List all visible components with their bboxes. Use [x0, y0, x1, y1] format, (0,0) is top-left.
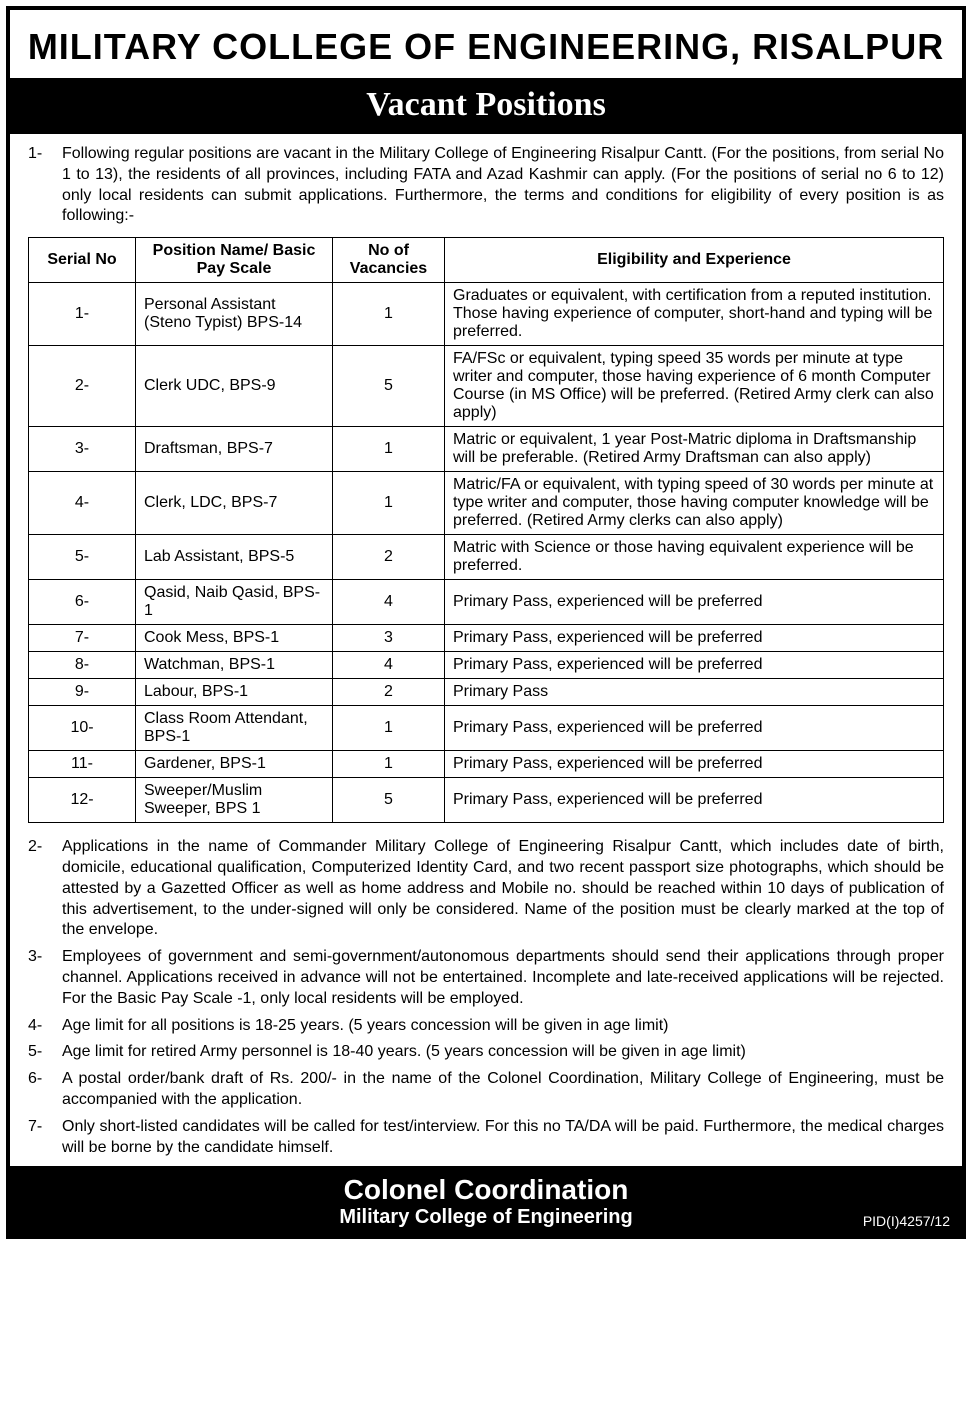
cell-serial: 4-: [29, 472, 136, 535]
ad-subtitle: Vacant Positions: [10, 78, 962, 134]
note-text: Applications in the name of Commander Mi…: [62, 837, 944, 941]
table-row: 7-Cook Mess, BPS-13Primary Pass, experie…: [29, 625, 944, 652]
table-row: 2-Clerk UDC, BPS-95FA/FSc or equivalent,…: [29, 346, 944, 427]
note-paragraph: 3-Employees of government and semi-gover…: [28, 947, 944, 1009]
footer-line2: Military College of Engineering: [10, 1206, 962, 1229]
th-position: Position Name/ Basic Pay Scale: [136, 238, 333, 283]
table-row: 6-Qasid, Naib Qasid, BPS-14Primary Pass,…: [29, 580, 944, 625]
note-num: 5-: [28, 1042, 62, 1063]
cell-serial: 8-: [29, 652, 136, 679]
advertisement-frame: MILITARY COLLEGE OF ENGINEERING, RISALPU…: [6, 6, 966, 1239]
cell-position: Watchman, BPS-1: [136, 652, 333, 679]
cell-vacancies: 4: [333, 652, 445, 679]
cell-eligibility: Primary Pass, experienced will be prefer…: [445, 751, 944, 778]
cell-serial: 3-: [29, 427, 136, 472]
cell-position: Lab Assistant, BPS-5: [136, 535, 333, 580]
cell-serial: 1-: [29, 283, 136, 346]
table-row: 4-Clerk, LDC, BPS-71Matric/FA or equival…: [29, 472, 944, 535]
table-row: 12-Sweeper/Muslim Sweeper, BPS 15Primary…: [29, 778, 944, 823]
cell-serial: 11-: [29, 751, 136, 778]
footer-line1: Colonel Coordination: [10, 1174, 962, 1206]
cell-serial: 9-: [29, 679, 136, 706]
cell-vacancies: 1: [333, 706, 445, 751]
note-paragraph: 5-Age limit for retired Army personnel i…: [28, 1042, 944, 1063]
cell-eligibility: Primary Pass: [445, 679, 944, 706]
cell-eligibility: Primary Pass, experienced will be prefer…: [445, 778, 944, 823]
th-eligibility: Eligibility and Experience: [445, 238, 944, 283]
cell-position: Clerk UDC, BPS-9: [136, 346, 333, 427]
note-num: 4-: [28, 1016, 62, 1037]
note-text: Age limit for all positions is 18-25 yea…: [62, 1016, 944, 1037]
cell-serial: 10-: [29, 706, 136, 751]
note-text: Age limit for retired Army personnel is …: [62, 1042, 944, 1063]
note-num: 7-: [28, 1117, 62, 1159]
cell-vacancies: 2: [333, 679, 445, 706]
intro-paragraph: 1- Following regular positions are vacan…: [28, 144, 944, 227]
cell-vacancies: 5: [333, 346, 445, 427]
note-paragraph: 7-Only short-listed candidates will be c…: [28, 1117, 944, 1159]
cell-serial: 2-: [29, 346, 136, 427]
th-vacancies: No of Vacancies: [333, 238, 445, 283]
cell-vacancies: 4: [333, 580, 445, 625]
cell-serial: 5-: [29, 535, 136, 580]
cell-eligibility: FA/FSc or equivalent, typing speed 35 wo…: [445, 346, 944, 427]
org-title: MILITARY COLLEGE OF ENGINEERING, RISALPU…: [10, 10, 962, 78]
table-row: 3-Draftsman, BPS-71Matric or equivalent,…: [29, 427, 944, 472]
cell-eligibility: Primary Pass, experienced will be prefer…: [445, 706, 944, 751]
positions-table: Serial No Position Name/ Basic Pay Scale…: [28, 237, 944, 823]
cell-eligibility: Matric with Science or those having equi…: [445, 535, 944, 580]
cell-vacancies: 1: [333, 427, 445, 472]
table-row: 9-Labour, BPS-12Primary Pass: [29, 679, 944, 706]
cell-position: Labour, BPS-1: [136, 679, 333, 706]
table-row: 1-Personal Assistant (Steno Typist) BPS-…: [29, 283, 944, 346]
note-paragraph: 4-Age limit for all positions is 18-25 y…: [28, 1016, 944, 1037]
intro-text: Following regular positions are vacant i…: [62, 144, 944, 227]
cell-serial: 6-: [29, 580, 136, 625]
cell-position: Qasid, Naib Qasid, BPS-1: [136, 580, 333, 625]
note-paragraph: 6-A postal order/bank draft of Rs. 200/-…: [28, 1069, 944, 1111]
table-header-row: Serial No Position Name/ Basic Pay Scale…: [29, 238, 944, 283]
cell-position: Sweeper/Muslim Sweeper, BPS 1: [136, 778, 333, 823]
cell-eligibility: Matric or equivalent, 1 year Post-Matric…: [445, 427, 944, 472]
cell-position: Draftsman, BPS-7: [136, 427, 333, 472]
pid-code: PID(I)4257/12: [863, 1213, 950, 1229]
cell-serial: 12-: [29, 778, 136, 823]
note-text: A postal order/bank draft of Rs. 200/- i…: [62, 1069, 944, 1111]
cell-eligibility: Primary Pass, experienced will be prefer…: [445, 625, 944, 652]
body-section: 1- Following regular positions are vacan…: [10, 134, 962, 1158]
cell-vacancies: 1: [333, 751, 445, 778]
cell-vacancies: 2: [333, 535, 445, 580]
cell-position: Gardener, BPS-1: [136, 751, 333, 778]
table-row: 5-Lab Assistant, BPS-52Matric with Scien…: [29, 535, 944, 580]
th-serial: Serial No: [29, 238, 136, 283]
cell-vacancies: 1: [333, 472, 445, 535]
footer-block: Colonel Coordination Military College of…: [10, 1166, 962, 1235]
note-num: 2-: [28, 837, 62, 941]
table-row: 8-Watchman, BPS-14Primary Pass, experien…: [29, 652, 944, 679]
cell-eligibility: Matric/FA or equivalent, with typing spe…: [445, 472, 944, 535]
cell-position: Class Room Attendant, BPS-1: [136, 706, 333, 751]
cell-eligibility: Graduates or equivalent, with certificat…: [445, 283, 944, 346]
cell-vacancies: 3: [333, 625, 445, 652]
cell-eligibility: Primary Pass, experienced will be prefer…: [445, 652, 944, 679]
cell-vacancies: 1: [333, 283, 445, 346]
cell-position: Cook Mess, BPS-1: [136, 625, 333, 652]
table-row: 11-Gardener, BPS-11Primary Pass, experie…: [29, 751, 944, 778]
note-text: Only short-listed candidates will be cal…: [62, 1117, 944, 1159]
cell-position: Clerk, LDC, BPS-7: [136, 472, 333, 535]
note-num: 6-: [28, 1069, 62, 1111]
intro-num: 1-: [28, 144, 62, 227]
cell-vacancies: 5: [333, 778, 445, 823]
note-paragraph: 2-Applications in the name of Commander …: [28, 837, 944, 941]
note-num: 3-: [28, 947, 62, 1009]
cell-serial: 7-: [29, 625, 136, 652]
cell-eligibility: Primary Pass, experienced will be prefer…: [445, 580, 944, 625]
note-text: Employees of government and semi-governm…: [62, 947, 944, 1009]
cell-position: Personal Assistant (Steno Typist) BPS-14: [136, 283, 333, 346]
table-row: 10-Class Room Attendant, BPS-11Primary P…: [29, 706, 944, 751]
